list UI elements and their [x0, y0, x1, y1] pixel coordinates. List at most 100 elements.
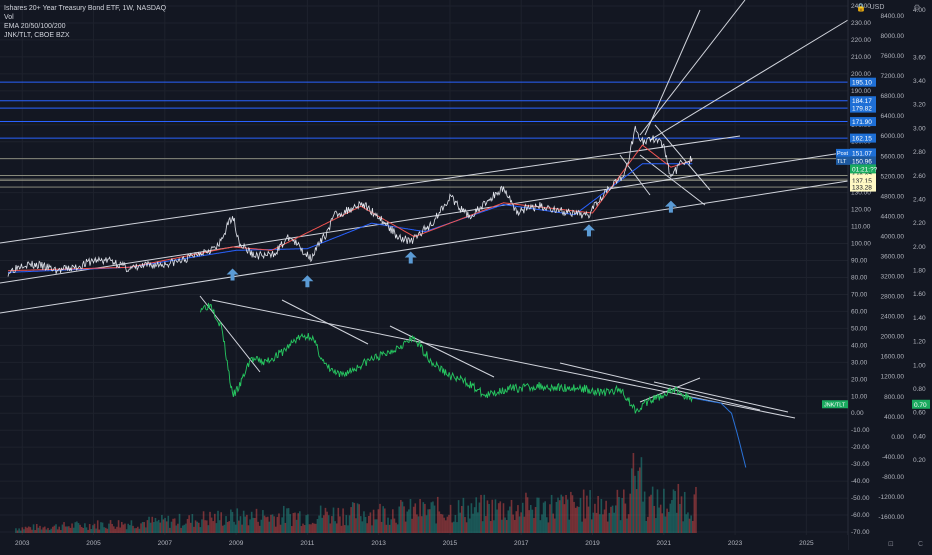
volume-bar: [659, 504, 662, 533]
volume-bar: [473, 507, 476, 533]
legend-title[interactable]: Ishares 20+ Year Treasury Bond ETF, 1W, …: [4, 5, 167, 12]
volume-bar: [53, 525, 56, 533]
volume-bar: [137, 526, 139, 533]
volume-bar: [263, 515, 266, 533]
volume-bar: [302, 523, 304, 533]
volume-bar: [141, 521, 144, 533]
secondary-tick-label: -1600.00: [878, 514, 904, 521]
time-tick-label: 2019: [585, 540, 600, 547]
volume-bar: [619, 520, 622, 533]
time-tick-label: 2003: [15, 540, 30, 547]
volume-bar: [117, 520, 120, 533]
volume-bar: [425, 515, 428, 533]
volume-bar: [568, 519, 571, 533]
channel-middle-line: [0, 151, 849, 284]
volume-bar: [282, 505, 285, 533]
volume-bar: [616, 489, 619, 533]
volume-bar: [58, 526, 61, 533]
volume-bar: [252, 517, 255, 533]
volume-bar: [87, 529, 89, 533]
support-tag: 137.15: [852, 178, 872, 185]
legend-ratio[interactable]: JNK/TLT, CBOE BZX: [4, 32, 70, 39]
legend-ema[interactable]: EMA 20/50/100/200: [4, 23, 66, 30]
volume-bar: [573, 501, 575, 533]
gear-icon[interactable]: ⚙: [913, 3, 921, 12]
volume-bar: [674, 491, 676, 533]
price-tick-label: 220.00: [851, 37, 871, 44]
volume-bar: [125, 529, 128, 533]
volume-bar: [15, 528, 17, 533]
legend-volume[interactable]: Vol: [4, 14, 14, 21]
volume-bar: [308, 524, 311, 533]
volume-bar: [470, 503, 473, 533]
secondary-tick-label: 7600.00: [881, 53, 905, 60]
volume-bar: [82, 527, 85, 533]
lock-icon[interactable]: 🔒: [856, 3, 866, 12]
volume-bar: [598, 514, 601, 533]
auto-scale-button[interactable]: ⊡: [888, 541, 894, 548]
volume-bar: [276, 516, 279, 533]
price-line: [7, 125, 693, 277]
volume-bar: [595, 512, 598, 533]
volume-bar: [199, 527, 202, 533]
secondary-tick-label: 5600.00: [881, 153, 905, 160]
volume-bar: [380, 521, 383, 533]
volume-bar: [104, 527, 107, 533]
volume-bar: [454, 514, 457, 533]
volume-bar: [502, 503, 505, 533]
volume-bar: [303, 525, 306, 533]
volume-bar: [666, 508, 668, 533]
volume-bar: [278, 513, 280, 533]
ratio-tick-label: 0.80: [913, 386, 926, 393]
volume-bar: [299, 511, 301, 533]
time-tick-label: 2025: [799, 540, 814, 547]
level-tag-bg: [850, 103, 876, 113]
volume-bar: [132, 525, 134, 533]
price-tick-label: 100.00: [851, 241, 871, 248]
volume-bar: [165, 521, 168, 533]
volume-bar: [202, 511, 205, 533]
ratio-tick-label: 1.00: [913, 362, 926, 369]
ratio-tick-label: 1.20: [913, 339, 926, 346]
secondary-tick-label: 4800.00: [881, 193, 905, 200]
volume-bar: [180, 527, 182, 533]
price-tick-label: 50.00: [851, 325, 868, 332]
volume-bar: [409, 499, 412, 533]
volume-bar: [531, 509, 534, 533]
volume-bar: [327, 515, 330, 533]
volume-bar: [214, 513, 216, 533]
volume-bar: [390, 519, 393, 533]
price-tag: 01:21:??: [852, 166, 878, 173]
volume-bar: [408, 509, 410, 533]
log-scale-button[interactable]: C: [918, 541, 924, 548]
volume-bar: [512, 514, 514, 533]
volume-bar: [353, 502, 356, 533]
volume-bar: [493, 520, 495, 533]
volume-bar: [631, 468, 633, 533]
volume-bar: [395, 522, 397, 533]
secondary-axis: 8400.00 8000.00 7600.00 7200.00 6800.00 6400.…: [878, 13, 904, 521]
volume-bar: [112, 526, 115, 533]
arrow-up-icon: [226, 268, 239, 281]
ratio-tick-label: 0.40: [913, 433, 926, 440]
price-tick-label: 230.00: [851, 20, 871, 27]
volume-bar: [578, 506, 580, 533]
volume-bar: [667, 511, 670, 533]
volume-bar: [547, 522, 550, 533]
level-tag-bg: [850, 133, 876, 143]
ema50-line: [8, 163, 693, 273]
volume-bar: [497, 503, 500, 533]
volume-bar: [52, 526, 54, 533]
volume-bar: [23, 529, 25, 533]
volume-bar: [217, 510, 219, 533]
currency-label[interactable]: USD: [869, 4, 885, 11]
volume-bar: [645, 520, 648, 533]
volume-bar: [456, 522, 458, 533]
ratio-tag-name: JNK/TLT: [824, 402, 846, 408]
volume-bar: [549, 504, 551, 533]
volume-bar: [388, 524, 391, 533]
volume-bar: [509, 506, 511, 533]
volume-bar: [279, 524, 282, 533]
